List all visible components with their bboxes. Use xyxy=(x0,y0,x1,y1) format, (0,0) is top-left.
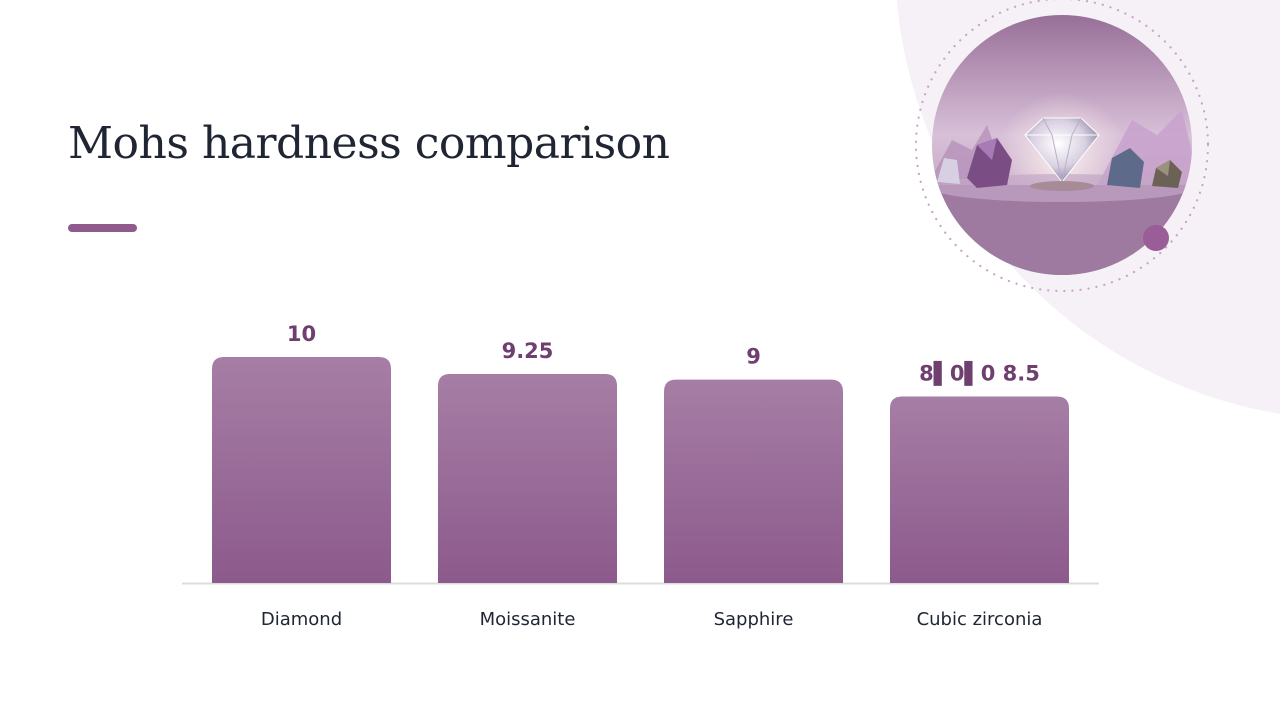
bar-sapphire xyxy=(664,379,843,583)
category-label: Sapphire xyxy=(714,609,794,630)
value-label: 10 xyxy=(287,322,316,346)
category-label: Moissanite xyxy=(480,609,576,630)
category-label: Diamond xyxy=(261,609,342,630)
category-label: Cubic zirconia xyxy=(917,609,1043,630)
bar-moissanite xyxy=(438,373,617,583)
gemstones-illustration-icon xyxy=(914,0,1210,293)
slide-title: Mohs hardness comparison xyxy=(68,118,670,169)
value-label: 8▌0▌0 8.5 xyxy=(919,361,1040,387)
value-label: 9 xyxy=(746,345,761,369)
title-accent-bar xyxy=(68,224,137,232)
gemstones-image xyxy=(912,0,1212,300)
bar-cubic-zirconia xyxy=(890,396,1069,583)
value-label: 9.25 xyxy=(502,339,554,363)
bar-diamond xyxy=(212,357,391,583)
